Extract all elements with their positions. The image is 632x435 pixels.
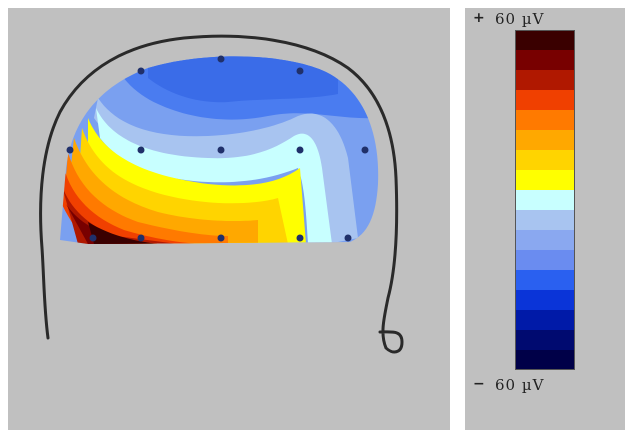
color-scale-step bbox=[515, 170, 575, 191]
electrode-marker bbox=[217, 146, 225, 154]
electrode-markers bbox=[66, 55, 369, 242]
scale-min-label: 60 µV bbox=[495, 376, 545, 394]
color-scale-step bbox=[515, 230, 575, 251]
electrode-marker bbox=[217, 234, 225, 242]
scale-min-sign: − bbox=[473, 376, 485, 392]
color-scale-step bbox=[515, 210, 575, 231]
color-scale-step bbox=[515, 150, 575, 171]
color-scale-step bbox=[515, 310, 575, 331]
topography-map-panel bbox=[8, 8, 450, 430]
electrode-marker bbox=[296, 67, 304, 75]
color-scale-step bbox=[515, 350, 575, 370]
electrode-marker bbox=[217, 55, 225, 63]
potential-field bbox=[60, 56, 379, 244]
color-scale-step bbox=[515, 30, 575, 51]
electrode-marker bbox=[296, 234, 304, 242]
color-scale-step bbox=[515, 330, 575, 351]
scalp-topography bbox=[39, 34, 404, 354]
electrode-marker bbox=[361, 146, 369, 154]
scale-max-label: 60 µV bbox=[495, 10, 545, 28]
color-scale-step bbox=[515, 270, 575, 291]
color-scale-border bbox=[515, 30, 575, 370]
electrode-marker bbox=[89, 234, 97, 242]
color-scale-bar bbox=[515, 30, 575, 370]
color-scale-step bbox=[515, 90, 575, 111]
head-outline bbox=[39, 34, 404, 354]
color-scale-panel: + 60 µV − 60 µV bbox=[465, 8, 625, 430]
color-scale-step bbox=[515, 110, 575, 131]
electrode-marker bbox=[137, 67, 145, 75]
electrode-marker bbox=[137, 234, 145, 242]
scale-max-sign: + bbox=[473, 10, 485, 26]
color-scale-step bbox=[515, 250, 575, 271]
electrode-marker bbox=[66, 146, 74, 154]
color-scale-step bbox=[515, 290, 575, 311]
color-scale-step bbox=[515, 50, 575, 71]
electrode-marker bbox=[344, 234, 352, 242]
color-scale-step bbox=[515, 130, 575, 151]
electrode-marker bbox=[137, 146, 145, 154]
color-scale-step bbox=[515, 70, 575, 91]
color-scale-step bbox=[515, 190, 575, 211]
electrode-marker bbox=[296, 146, 304, 154]
